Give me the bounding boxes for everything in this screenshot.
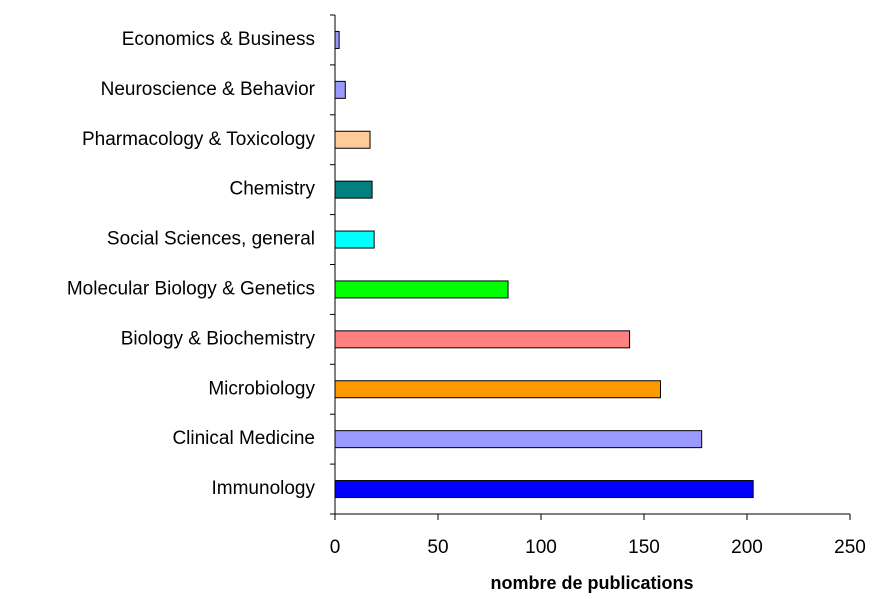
x-axis-label: nombre de publications: [490, 573, 693, 593]
bar: [334, 280, 509, 299]
x-tick-label: 150: [628, 537, 660, 558]
x-tick-label: 200: [731, 537, 763, 558]
bar: [334, 330, 631, 349]
bar: [334, 380, 661, 399]
y-tick-label: Economics & Business: [122, 29, 315, 50]
bar: [334, 80, 346, 99]
bar: [334, 230, 375, 249]
bar: [334, 30, 340, 49]
x-tick-label: 50: [427, 537, 448, 558]
y-tick-label: Biology & Biochemistry: [121, 328, 316, 349]
y-tick-label: Microbiology: [208, 378, 315, 399]
bar: [334, 480, 754, 499]
x-tick-label: 0: [330, 537, 341, 558]
bar: [334, 130, 371, 149]
bar: [334, 180, 373, 199]
y-tick-label: Immunology: [212, 478, 316, 499]
bar: [334, 430, 703, 449]
y-tick-label: Molecular Biology & Genetics: [67, 278, 315, 299]
y-tick-label: Neuroscience & Behavior: [101, 79, 316, 100]
y-tick-label: Chemistry: [229, 179, 315, 200]
x-tick-label: 250: [834, 537, 866, 558]
x-tick-label: 100: [525, 537, 557, 558]
y-tick-label: Social Sciences, general: [107, 229, 315, 250]
y-tick-label: Pharmacology & Toxicology: [82, 129, 316, 150]
y-tick-label: Clinical Medicine: [172, 428, 315, 449]
